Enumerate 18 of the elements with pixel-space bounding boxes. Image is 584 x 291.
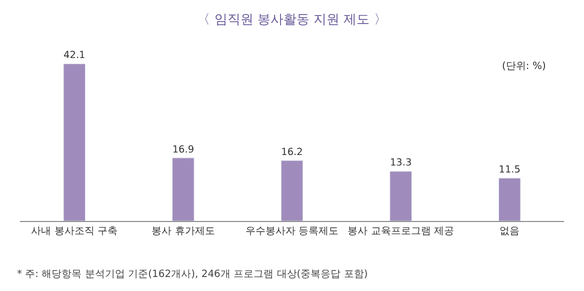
data-label: 13.3 xyxy=(390,158,412,169)
bar xyxy=(172,158,194,221)
bar xyxy=(390,171,412,221)
bar xyxy=(498,178,521,221)
x-tick-label: 사내 봉사조직 구축 xyxy=(31,226,118,237)
data-label: 42.1 xyxy=(64,50,86,62)
bar xyxy=(63,64,86,221)
x-tick-label: 봉사 교육프로그램 제공 xyxy=(348,226,454,237)
bar xyxy=(280,160,304,221)
chart-title: 〈 임직원 봉사활동 지원 제도 〉 xyxy=(197,12,387,28)
text: * 주: 해당항목 분석기업 기준(162개사), 246개 프로그램 대상(중복응답 포함) xyxy=(17,269,368,280)
x-tick-label: 봉사 휴가제도 xyxy=(152,226,215,237)
data-label: 16.2 xyxy=(281,146,303,158)
x-tick-label: 우수봉사자 등록제도 xyxy=(245,226,339,237)
data-label: 16.9 xyxy=(172,144,194,156)
x-tick-label: 없음 xyxy=(500,226,520,237)
data-label: 11.5 xyxy=(498,164,520,176)
annotation: (단위: %) xyxy=(502,61,546,72)
